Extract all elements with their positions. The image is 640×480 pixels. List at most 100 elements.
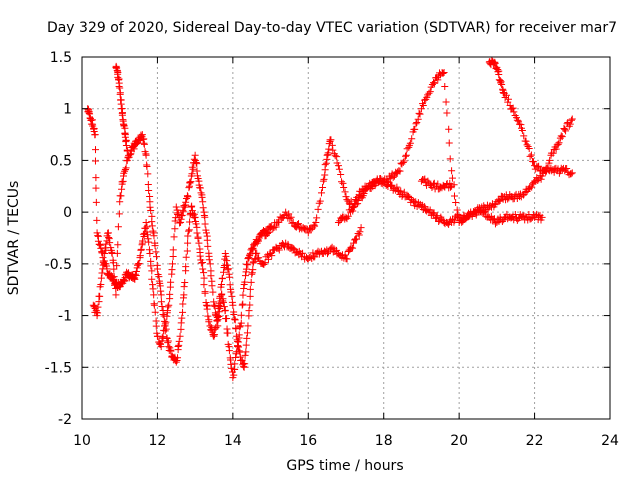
data-point <box>143 163 151 171</box>
data-point <box>113 249 121 257</box>
data-point <box>334 218 342 226</box>
data-point <box>406 139 414 147</box>
data-point <box>399 158 407 166</box>
data-point <box>567 170 575 178</box>
data-point <box>249 244 257 252</box>
x-tick-label: 24 <box>601 433 619 449</box>
data-point <box>148 222 156 230</box>
data-point <box>110 265 118 273</box>
data-point <box>148 267 156 275</box>
data-point <box>122 141 130 149</box>
data-point <box>291 222 299 230</box>
data-point <box>555 139 563 147</box>
data-point <box>286 215 294 223</box>
data-point <box>119 116 127 124</box>
data-point <box>240 363 248 371</box>
data-point <box>416 110 424 118</box>
data-point <box>122 166 130 174</box>
data-point <box>221 306 229 314</box>
data-point <box>222 252 230 260</box>
data-point <box>113 280 121 288</box>
data-point <box>159 310 167 318</box>
data-point <box>431 79 439 87</box>
data-point <box>178 211 186 219</box>
data-point <box>341 251 349 259</box>
data-point <box>246 292 254 300</box>
data-point <box>198 193 206 201</box>
data-point <box>528 183 536 191</box>
data-point <box>304 229 312 237</box>
data-point <box>142 218 150 226</box>
data-point <box>321 161 329 169</box>
data-point <box>144 170 152 178</box>
data-point <box>327 136 335 144</box>
x-tick-label: 10 <box>73 433 91 449</box>
data-point <box>245 307 253 315</box>
data-point <box>249 266 257 274</box>
data-point <box>347 243 355 251</box>
data-point <box>419 102 427 110</box>
data-point <box>400 157 408 165</box>
data-point <box>312 218 320 226</box>
data-point <box>527 215 535 223</box>
data-point <box>202 301 210 309</box>
data-point <box>170 233 178 241</box>
data-point <box>272 223 280 231</box>
data-point <box>295 220 303 228</box>
data-point <box>221 250 229 258</box>
data-point <box>446 155 454 163</box>
data-point <box>192 158 200 166</box>
data-point <box>546 156 554 164</box>
data-point <box>248 269 256 277</box>
data-point <box>181 279 189 287</box>
data-point <box>491 220 499 228</box>
data-point <box>112 284 120 292</box>
data-point <box>415 109 423 117</box>
data-point <box>241 272 249 280</box>
data-point <box>253 249 261 257</box>
data-point <box>400 188 408 196</box>
data-point <box>220 298 228 306</box>
data-point <box>317 189 325 197</box>
data-point <box>514 117 522 125</box>
data-point <box>148 275 156 283</box>
data-point <box>116 84 124 92</box>
data-point <box>243 334 251 342</box>
data-point <box>149 285 157 293</box>
data-point <box>341 188 349 196</box>
data-point <box>402 152 410 160</box>
data-point <box>360 189 368 197</box>
data-point <box>172 358 180 366</box>
data-point <box>446 183 454 191</box>
y-tick-label: -1.5 <box>45 360 72 376</box>
data-point <box>180 202 188 210</box>
data-point <box>349 244 357 252</box>
series-track-e <box>380 175 546 228</box>
data-point <box>182 253 190 261</box>
data-point <box>218 275 226 283</box>
x-tick-labels: 10 12 14 16 18 20 22 24 <box>73 433 619 449</box>
data-point <box>193 229 201 237</box>
data-point <box>568 115 576 123</box>
y-tick-label: -0.5 <box>45 257 72 273</box>
data-point <box>248 246 256 254</box>
data-point <box>158 303 166 311</box>
data-point <box>448 167 456 175</box>
data-point <box>335 165 343 173</box>
data-point <box>121 167 129 175</box>
data-point <box>324 250 332 258</box>
data-point <box>196 252 204 260</box>
data-point <box>99 265 107 273</box>
data-point <box>246 301 254 309</box>
data-point <box>147 207 155 215</box>
data-point <box>216 292 224 300</box>
data-point <box>414 115 422 123</box>
data-point <box>282 208 290 216</box>
data-point <box>389 173 397 181</box>
data-point <box>509 104 517 112</box>
data-point <box>445 184 453 192</box>
data-point <box>337 171 345 179</box>
data-point <box>224 265 232 273</box>
data-point <box>179 308 187 316</box>
data-point <box>561 125 569 133</box>
